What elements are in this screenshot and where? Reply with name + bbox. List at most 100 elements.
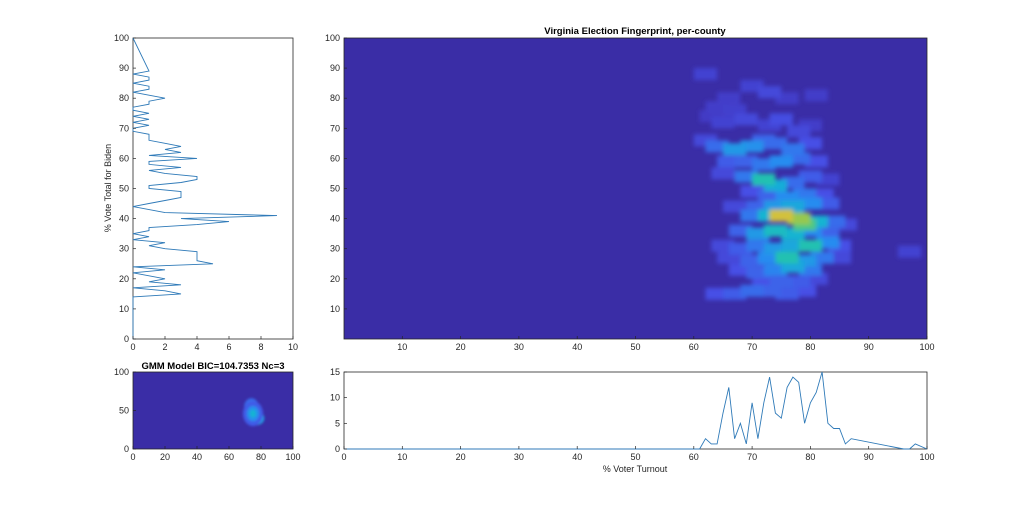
- main-y-tick-label: 40: [330, 214, 340, 224]
- main-y-tick-label: 60: [330, 153, 340, 163]
- side-y-tick-label: 100: [114, 33, 129, 43]
- side-y-tick-label: 70: [119, 123, 129, 133]
- main-x-tick-label: 70: [747, 342, 757, 352]
- side-plot-area: [132, 37, 294, 340]
- heatmap-cell: [717, 92, 741, 105]
- side-series-polyline: [132, 37, 278, 339]
- heatmap-cell: [746, 227, 770, 240]
- side-x-tick-label: 4: [194, 342, 199, 352]
- heatmap-cell: [752, 173, 776, 186]
- side-histogram-axes: 0 2 4 6 8 10 0 10 20 30 40 50 60 70 80 90 100 % Vote To…: [103, 33, 298, 352]
- gmm-y-tick-label: 50: [119, 406, 129, 416]
- heatmap-cell: [734, 113, 758, 126]
- gmm-x-tick-label: 40: [192, 452, 202, 462]
- side-x-tick-label: 10: [288, 342, 298, 352]
- heatmap-cell: [810, 251, 834, 264]
- bottom-x-tick-label: 30: [514, 452, 524, 462]
- gmm-x-tick-label: 60: [224, 452, 234, 462]
- heatmap-cell: [723, 200, 747, 213]
- bottom-x-tick-label: 70: [747, 452, 757, 462]
- side-y-tick-label: 80: [119, 93, 129, 103]
- gmm-blob-core: [249, 409, 257, 418]
- heatmap-cell: [746, 239, 770, 252]
- main-x-tick-label: 30: [514, 342, 524, 352]
- main-heatmap-axes: Virginia Election Fingerprint, per-count…: [325, 26, 935, 352]
- main-y-tick-label: 20: [330, 274, 340, 284]
- heatmap-cell: [734, 155, 758, 168]
- heatmap-cell: [734, 170, 758, 183]
- heatmap-cell: [740, 254, 764, 267]
- bottom-y-tick-label: 15: [330, 367, 340, 377]
- side-y-tick-label: 40: [119, 214, 129, 224]
- heatmap-cell: [769, 113, 793, 126]
- side-x-tick-label: 6: [226, 342, 231, 352]
- heatmap-cell: [781, 143, 805, 156]
- heatmap-cell: [827, 251, 852, 264]
- side-y-ticks: 0 10 20 30 40 50 60 70 80 90 100: [114, 33, 136, 344]
- main-y-tick-label: 90: [330, 63, 340, 73]
- heatmap-cell: [746, 200, 770, 213]
- heatmap-cell: [787, 125, 811, 138]
- main-x-tick-label: 100: [919, 342, 934, 352]
- gmm-plot-area: [133, 372, 293, 449]
- side-x-ticks: 0 2 4 6 8 10: [130, 336, 298, 352]
- heatmap-cell: [763, 263, 788, 276]
- heatmap-cell: [740, 284, 764, 297]
- heatmap-cell: [787, 152, 811, 165]
- heatmap-cell: [763, 200, 788, 213]
- heatmap-cell: [728, 224, 753, 237]
- main-y-ticks: 10 20 30 40 50 60 70 80 90 100: [325, 33, 347, 314]
- heatmap-cell: [757, 86, 782, 99]
- main-x-tick-label: 60: [689, 342, 699, 352]
- turnout-histogram-axes: 0 10 20 30 40 50 60 70 80 90 100 0 5 10 15 % Voter Tu…: [330, 367, 935, 474]
- heatmap-cell: [769, 209, 793, 222]
- side-x-tick-label: 2: [162, 342, 167, 352]
- bottom-x-tick-label: 60: [689, 452, 699, 462]
- bottom-x-tick-label: 80: [805, 452, 815, 462]
- main-x-tick-label: 40: [572, 342, 582, 352]
- heatmap-cell: [816, 227, 840, 240]
- heatmap-cell: [746, 266, 770, 279]
- bottom-x-tick-label: 20: [456, 452, 466, 462]
- heatmap-cell: [787, 275, 811, 288]
- heatmap-cell: [711, 239, 735, 252]
- heatmap-cell: [705, 287, 729, 300]
- heatmap-cell: [775, 92, 799, 105]
- side-y-tick-label: 60: [119, 153, 129, 163]
- bottom-x-tick-label: 0: [341, 452, 346, 462]
- bottom-x-ticks: 0 10 20 30 40 50 60 70 80 90 100: [341, 446, 935, 462]
- main-y-tick-label: 10: [330, 304, 340, 314]
- heatmap-cell: [816, 173, 840, 186]
- side-series-line: [132, 37, 278, 339]
- heatmap-cell: [693, 68, 718, 81]
- bottom-x-tick-label: 50: [630, 452, 640, 462]
- gmm-y-ticks: 0 50 100: [114, 367, 136, 454]
- gmm-heatmap-axes: GMM Model BIC=104.7353 Nc=3 0 20 40 60 80 100…: [114, 361, 301, 462]
- main-y-tick-label: 50: [330, 184, 340, 194]
- main-heatmap-cells: [693, 68, 922, 300]
- heatmap-cell: [763, 224, 788, 237]
- side-y-axis-label: % Vote Total for Biden: [103, 144, 113, 232]
- side-y-tick-label: 90: [119, 63, 129, 73]
- main-x-tick-label: 90: [864, 342, 874, 352]
- gmm-x-ticks: 0 20 40 60 80 100: [130, 446, 301, 462]
- side-y-tick-label: 10: [119, 304, 129, 314]
- main-chart-title: Virginia Election Fingerprint, per-count…: [544, 26, 726, 37]
- bottom-plot-area: [343, 371, 928, 450]
- bottom-series-polyline: [344, 371, 928, 450]
- heatmap-cell: [781, 176, 805, 189]
- heatmap-cell: [804, 155, 828, 168]
- bottom-y-tick-label: 5: [335, 418, 340, 428]
- heatmap-cell: [740, 209, 764, 222]
- gmm-chart-title: GMM Model BIC=104.7353 Nc=3: [141, 361, 284, 372]
- heatmap-cell: [717, 155, 741, 168]
- main-x-tick-label: 10: [397, 342, 407, 352]
- heatmap-cell: [723, 143, 747, 156]
- heatmap-cell: [897, 245, 922, 258]
- side-x-tick-label: 0: [130, 342, 135, 352]
- heatmap-cell: [763, 137, 788, 150]
- gmm-density-blobs: [242, 398, 265, 427]
- heatmap-cell: [728, 263, 753, 276]
- heatmap-cell: [804, 89, 828, 102]
